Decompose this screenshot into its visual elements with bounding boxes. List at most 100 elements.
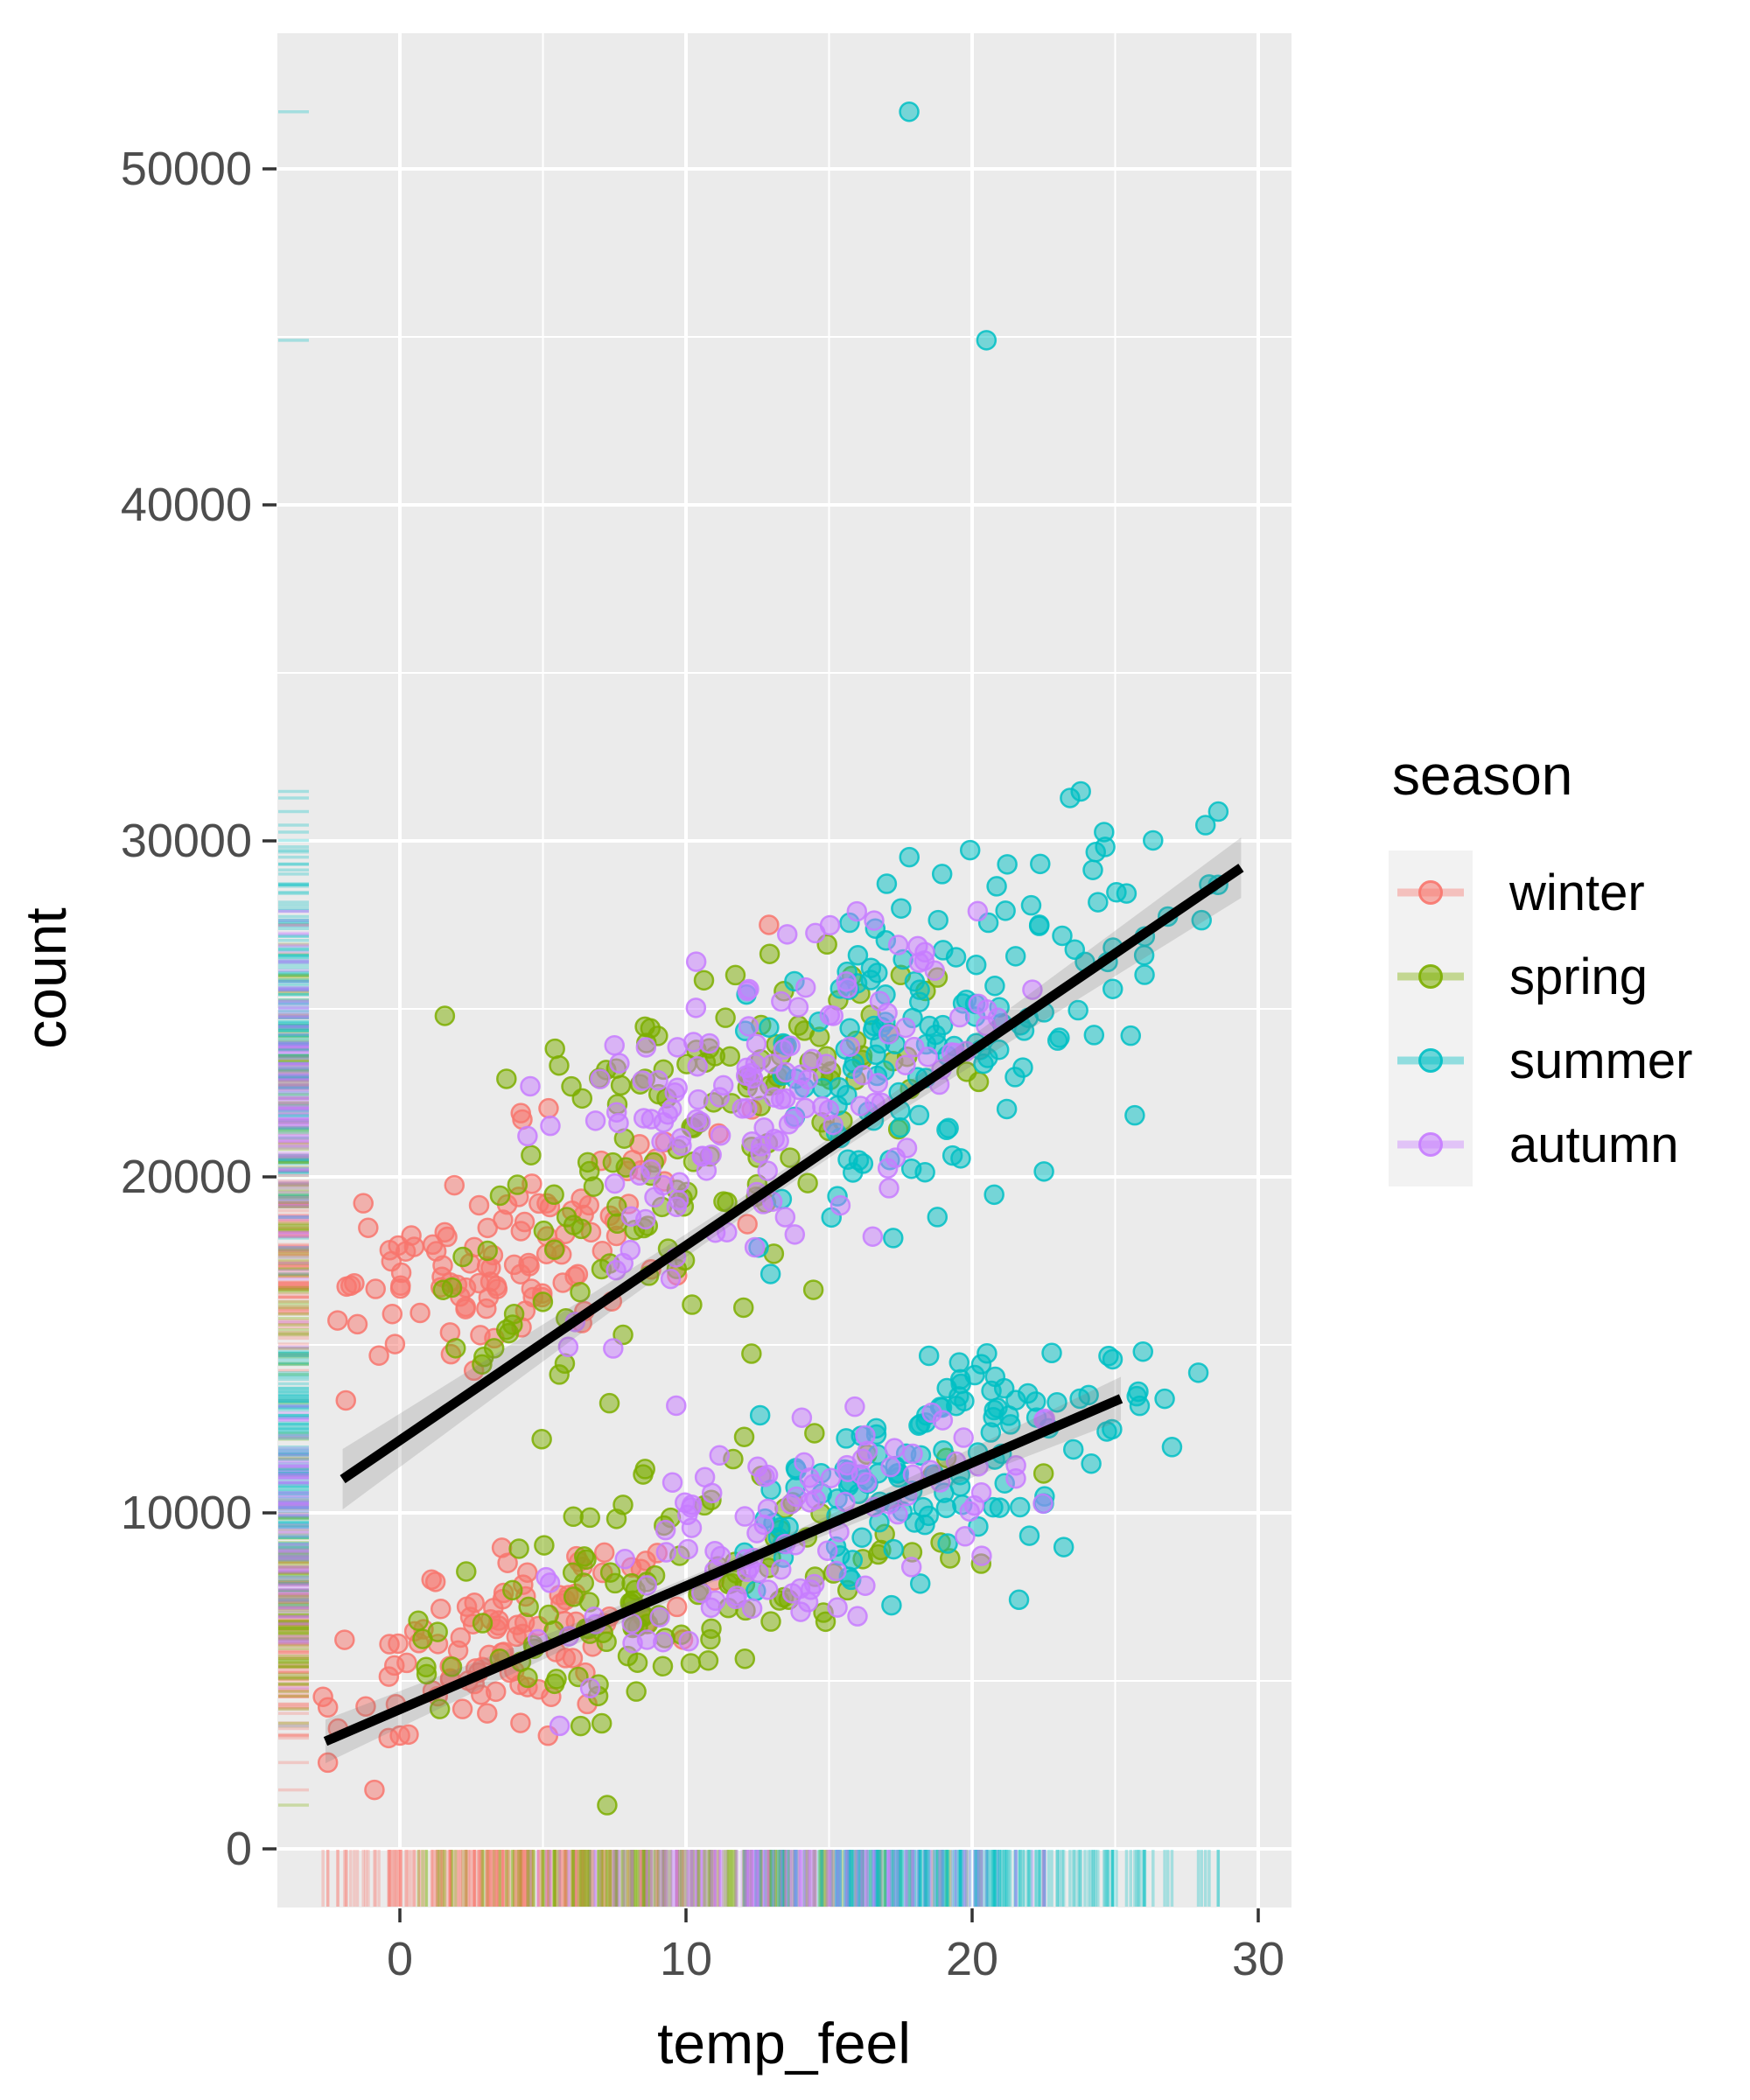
data-point-spring — [570, 1281, 591, 1303]
data-point-summer — [1000, 1414, 1021, 1435]
data-point-autumn — [771, 990, 792, 1012]
data-point-summer — [933, 940, 954, 961]
data-point-autumn — [741, 1598, 763, 1619]
data-point-autumn — [738, 1016, 760, 1037]
data-point-summer — [1004, 946, 1026, 967]
data-point-spring — [719, 1046, 740, 1068]
data-point-autumn — [651, 1131, 672, 1152]
data-point-winter — [340, 1275, 361, 1297]
data-point-autumn — [789, 1578, 811, 1600]
data-point-autumn — [584, 1110, 606, 1131]
data-point-autumn — [604, 1034, 625, 1056]
data-point-autumn — [774, 1207, 796, 1228]
x-tick-label: 20 — [945, 1933, 999, 1985]
legend-glyph-autumn — [1397, 1132, 1464, 1157]
data-point-winter — [759, 914, 780, 935]
data-point-spring — [543, 1184, 564, 1206]
data-point-autumn — [704, 1590, 726, 1612]
data-point-summer — [997, 854, 1018, 875]
data-point-autumn — [636, 1629, 658, 1650]
data-point-spring — [429, 1698, 451, 1719]
data-point-summer — [881, 1594, 902, 1616]
data-point-autumn — [818, 1099, 840, 1121]
data-point-autumn — [635, 1037, 657, 1058]
data-point-winter — [312, 1686, 333, 1707]
data-point-spring — [544, 1038, 565, 1060]
data-point-spring — [701, 1618, 722, 1640]
data-point-autumn — [850, 1464, 872, 1485]
data-point-winter — [486, 1278, 508, 1299]
data-point-summer — [836, 1428, 857, 1449]
data-point-spring — [626, 1681, 647, 1702]
data-point-summer — [839, 1018, 860, 1039]
data-point-winter — [378, 1727, 399, 1749]
data-point-autumn — [822, 1005, 844, 1026]
data-point-summer — [900, 1158, 922, 1180]
data-point-spring — [741, 1343, 762, 1364]
data-point-spring — [734, 1648, 756, 1670]
data-point-autumn — [738, 978, 760, 1000]
data-point-summer — [933, 1440, 954, 1461]
data-point-winter — [737, 1214, 758, 1235]
data-point-spring — [724, 964, 746, 986]
data-point-autumn — [667, 1077, 688, 1098]
data-point-spring — [760, 1611, 781, 1632]
data-point-summer — [1191, 909, 1212, 931]
data-point-spring — [578, 1160, 600, 1182]
data-point-winter — [476, 1298, 497, 1320]
data-point-spring — [633, 1464, 654, 1485]
data-point-spring — [521, 1144, 542, 1166]
x-tick-label: 10 — [659, 1933, 713, 1985]
data-point-autumn — [884, 1438, 906, 1459]
data-point-autumn — [955, 1526, 976, 1547]
data-point-summer — [909, 991, 930, 1012]
data-point-summer — [918, 1505, 939, 1527]
data-point-summer — [1025, 1391, 1046, 1412]
data-point-summer — [1187, 1362, 1209, 1383]
y-axis-title: count — [13, 907, 78, 1049]
legend-title: season — [1392, 744, 1573, 807]
legend-point-icon — [1418, 880, 1443, 905]
data-point-autumn — [770, 1558, 792, 1580]
data-point-autumn — [685, 998, 707, 1018]
data-point-autumn — [732, 1098, 752, 1119]
legend-glyph-summer — [1397, 1048, 1464, 1073]
x-axis-title: temp_feel — [657, 2011, 911, 2076]
data-point-summer — [890, 1116, 911, 1138]
data-point-autumn — [903, 1036, 925, 1058]
data-point-spring — [759, 943, 780, 964]
data-point-summer — [1078, 1384, 1099, 1406]
data-point-autumn — [887, 934, 909, 956]
data-point-summer — [1008, 1589, 1030, 1611]
data-point-autumn — [517, 1125, 538, 1147]
legend-glyph-winter — [1397, 880, 1464, 905]
data-point-autumn — [970, 1482, 992, 1503]
y-tick-label: 40000 — [120, 479, 252, 531]
data-point-summer — [949, 1476, 971, 1497]
data-point-autumn — [666, 1395, 687, 1417]
data-point-summer — [1082, 859, 1103, 880]
data-point-summer — [891, 898, 912, 919]
data-point-winter — [538, 1097, 559, 1119]
data-point-summer — [1046, 1030, 1068, 1051]
data-point-summer — [908, 1415, 929, 1436]
legend-key-summer — [1389, 1018, 1473, 1102]
data-point-autumn — [677, 1538, 699, 1560]
y-tick-label: 10000 — [120, 1487, 252, 1539]
data-point-summer — [984, 975, 1005, 997]
legend-point-icon — [1418, 964, 1443, 989]
data-point-autumn — [710, 1545, 732, 1567]
data-point-autumn — [653, 1174, 674, 1196]
data-point-summer — [1094, 822, 1115, 843]
data-point-spring — [456, 1561, 477, 1582]
data-point-autumn — [662, 1472, 683, 1494]
data-point-winter — [390, 1275, 411, 1297]
data-point-winter — [364, 1779, 385, 1801]
data-point-spring — [445, 1338, 466, 1359]
data-point-summer — [1134, 964, 1155, 985]
data-point-autumn — [914, 950, 935, 971]
data-point-summer — [931, 864, 953, 885]
data-point-autumn — [632, 1070, 653, 1091]
data-point-winter — [365, 1278, 386, 1299]
